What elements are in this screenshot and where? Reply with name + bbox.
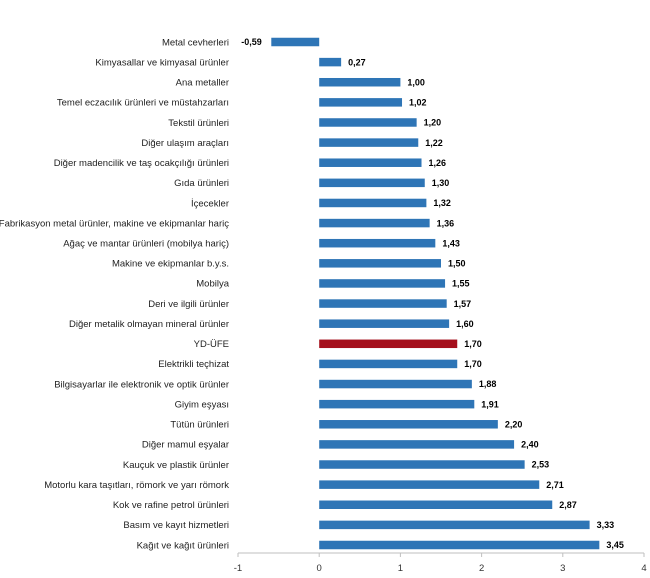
bar [271, 37, 320, 47]
data-label: 1,91 [481, 399, 499, 409]
data-label: 1,60 [456, 319, 474, 329]
x-axis: -1 0 1 2 3 4 [234, 552, 647, 574]
data-label: 2,40 [521, 440, 539, 450]
bar [319, 98, 403, 107]
category-label: Kok ve rafine petrol ürünleri [113, 500, 229, 511]
category-label: Elektrikli teçhizat [158, 359, 229, 370]
category-label: Fabrikasyon metal ürünler, makine ve eki… [0, 218, 229, 229]
data-label: 1,57 [454, 299, 472, 309]
category-label: Tütün ürünleri [170, 420, 229, 431]
x-tick-label: -1 [234, 563, 242, 574]
data-label: 3,45 [606, 540, 624, 550]
bar [319, 138, 419, 147]
category-label: Kağıt ve kağıt ürünleri [137, 540, 229, 551]
category-label: Makine ve ekipmanlar b.y.s. [112, 259, 229, 270]
data-label: 2,87 [559, 500, 577, 510]
bar [319, 57, 342, 67]
category-label: Mobilya [196, 279, 229, 290]
data-label: 1,20 [424, 118, 442, 128]
data-label: 2,53 [532, 460, 550, 470]
x-tick-label: 3 [560, 563, 565, 574]
data-label: 0,27 [348, 57, 366, 67]
bar [319, 77, 401, 87]
category-label: İçecekler [191, 198, 229, 209]
category-label: Giyim eşyası [175, 399, 229, 410]
bar [319, 218, 430, 228]
x-tick-label: 2 [479, 563, 484, 574]
category-label: Diğer ulaşım araçları [141, 138, 229, 149]
category-label: YD-ÜFE [194, 339, 229, 350]
data-label: 2,71 [546, 480, 564, 490]
x-tick-label: 4 [641, 563, 646, 574]
value-labels-group: -0,59 0,27 1,00 1,02 1,20 1,22 1,26 1,30 1,32 1,3… [241, 37, 624, 550]
data-label: 1,36 [437, 218, 455, 228]
category-label: Diğer metalik olmayan mineral ürünler [69, 319, 229, 330]
category-label: Tekstil ürünleri [168, 118, 229, 129]
data-label: 1,32 [433, 198, 451, 208]
bar [319, 379, 472, 389]
data-label: 3,33 [597, 520, 615, 530]
category-label: Ana metaller [176, 78, 229, 89]
data-label: 1,55 [452, 279, 470, 289]
bar [319, 480, 540, 489]
category-label: Deri ve ilgili ürünler [148, 299, 229, 310]
data-label: 1,43 [442, 238, 460, 248]
data-label: 1,30 [432, 178, 450, 188]
data-label: 2,20 [505, 419, 523, 429]
category-label: Basım ve kayıt hizmetleri [123, 520, 229, 531]
bar [319, 238, 436, 248]
category-label: Gıda ürünleri [174, 178, 229, 189]
bar [319, 319, 450, 328]
category-labels-group: Metal cevherleri Kimyasallar ve kimyasal … [0, 37, 230, 551]
bar [319, 259, 441, 268]
category-label: Diğer madencilik ve taş ocakçılığı ürünl… [54, 158, 229, 169]
category-label: Diğer mamul eşyalar [142, 440, 229, 451]
category-label: Bilgisayarlar ile elektronik ve optik ür… [54, 379, 229, 390]
category-label: Temel eczacılık ürünleri ve müstahzarlar… [57, 98, 229, 109]
data-label: -0,59 [241, 37, 262, 47]
bars-group [271, 37, 600, 550]
bar [319, 440, 515, 449]
category-label: Metal cevherleri [162, 37, 229, 48]
data-label: 1,88 [479, 379, 497, 389]
bar [319, 520, 590, 530]
bar [319, 359, 458, 369]
bar [319, 500, 553, 510]
data-label: 1,26 [429, 158, 447, 168]
category-label: Ağaç ve mantar ürünleri (mobilya hariç) [63, 239, 229, 250]
bar [319, 299, 447, 308]
category-label: Motorlu kara taşıtları, römork ve yarı r… [44, 480, 229, 491]
category-label: Kauçuk ve plastik ürünler [123, 460, 229, 471]
x-tick-label: 0 [317, 563, 322, 574]
bar [319, 178, 425, 188]
data-label: 1,00 [407, 77, 425, 87]
data-label: 1,70 [464, 359, 482, 369]
bar [319, 399, 475, 409]
bar [319, 540, 600, 550]
bar [319, 339, 458, 349]
data-label: 1,22 [425, 138, 443, 148]
category-label: Kimyasallar ve kimyasal ürünler [95, 57, 229, 68]
data-label: 1,50 [448, 259, 466, 269]
bar [319, 118, 417, 127]
bar [319, 158, 422, 167]
bar [319, 198, 427, 208]
data-label: 1,02 [409, 98, 427, 108]
data-label: 1,70 [464, 339, 482, 349]
x-tick-label: 1 [398, 563, 403, 574]
bar [319, 279, 446, 288]
bar [319, 420, 498, 429]
bar [319, 460, 525, 469]
